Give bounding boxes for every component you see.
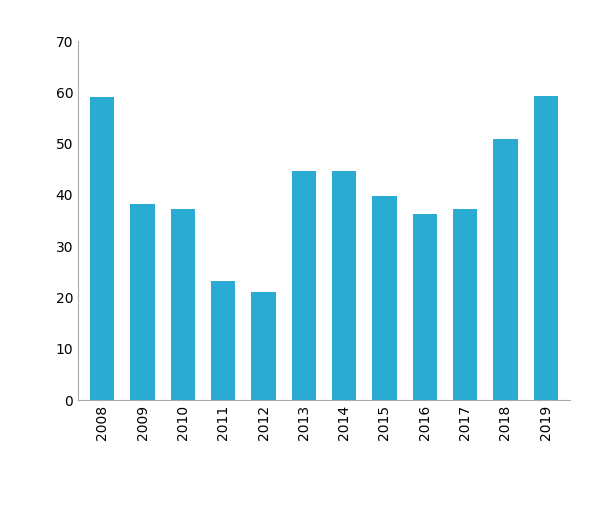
Bar [171,209,195,400]
Bar [90,97,114,400]
Bar [332,171,356,400]
Bar [493,139,518,400]
Bar [130,204,155,400]
Bar [251,292,275,400]
Bar [534,96,558,400]
Bar [453,209,477,400]
Bar [292,171,316,400]
Bar [211,281,235,400]
Bar [373,196,397,400]
Bar [413,214,437,400]
